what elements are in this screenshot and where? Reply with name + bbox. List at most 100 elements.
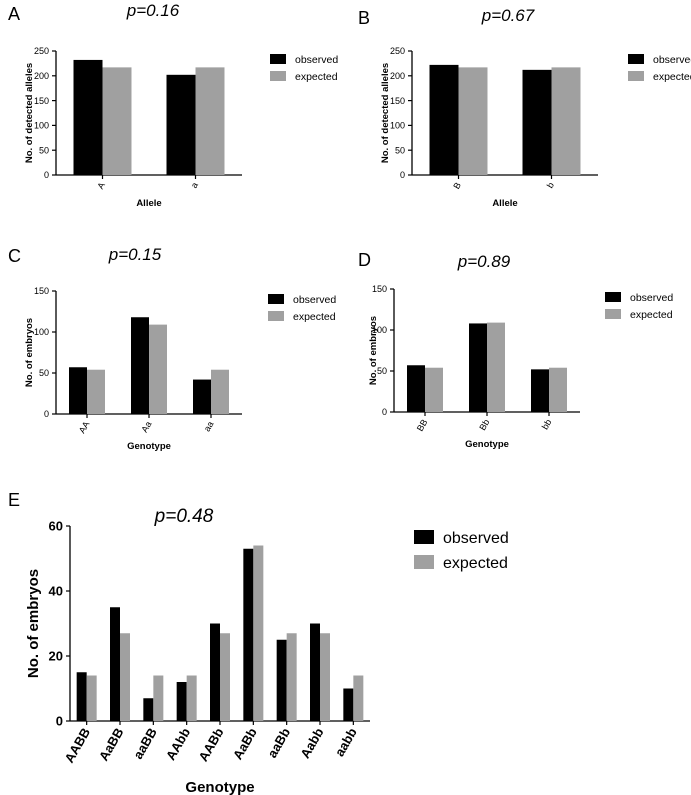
legend-label-observed: observed (630, 292, 673, 304)
x-tick-label-AAbb: AAbb (163, 725, 193, 763)
panel-letter: E (8, 490, 20, 510)
bar-expected-B (458, 67, 488, 175)
y-tick-label: 0 (56, 714, 63, 729)
x-tick-label-aaBB: aaBB (130, 725, 160, 761)
y-axis-label: No. of embryos (24, 318, 35, 387)
bar-observed-AABb (210, 623, 220, 721)
p-value-label: p=0.48 (154, 506, 214, 527)
legend-swatch-expected (605, 309, 621, 319)
bar-observed-aa (193, 379, 211, 414)
bar-expected-AABB (86, 675, 97, 721)
y-tick-label: 50 (395, 145, 405, 155)
x-tick-label-AaBB: AaBB (96, 725, 127, 763)
bar-expected-A (102, 67, 132, 175)
p-value-label: p=0.16 (126, 1, 180, 20)
p-value-label: p=0.89 (457, 252, 511, 271)
bar-observed-aaBB (143, 698, 154, 721)
x-axis-label: Genotype (185, 779, 254, 795)
y-tick-label: 60 (49, 519, 63, 534)
y-tick-label: 50 (39, 145, 49, 155)
bar-observed-aabb (343, 688, 354, 721)
bar-observed-B (429, 64, 459, 175)
y-tick-label: 250 (390, 46, 405, 56)
bar-expected-a (195, 67, 225, 175)
x-tick-label-B: B (451, 181, 463, 191)
bar-observed-AaBb (243, 548, 254, 721)
panel-letter: D (358, 250, 371, 270)
bar-expected-Aabb (320, 633, 330, 721)
x-tick-label-aabb: aabb (332, 725, 360, 759)
y-tick-label: 0 (44, 170, 49, 180)
bar-expected-aaBB (153, 675, 164, 721)
bar-observed-AaBB (110, 607, 120, 721)
y-tick-label: 40 (49, 584, 63, 599)
bar-expected-bb (549, 367, 567, 412)
legend-swatch-observed (628, 54, 644, 64)
bar-expected-AaBB (120, 633, 130, 721)
x-tick-label-Bb: Bb (477, 418, 491, 433)
y-tick-label: 100 (390, 121, 405, 131)
bar-expected-aaBb (286, 633, 297, 721)
x-axis-label: Allele (492, 198, 517, 209)
p-value-label: p=0.67 (481, 6, 535, 25)
legend-label-observed: observed (653, 54, 691, 66)
y-tick-label: 150 (34, 286, 49, 296)
y-axis-label: No. of embryos (25, 569, 42, 678)
panel-letter: A (8, 4, 20, 24)
bar-expected-Aa (149, 324, 167, 414)
y-tick-label: 0 (400, 170, 405, 180)
legend-label-expected: expected (653, 71, 691, 83)
legend-label-expected: expected (630, 309, 673, 321)
bar-expected-AaBb (253, 545, 264, 721)
bar-observed-AA (69, 367, 87, 414)
y-tick-label: 0 (382, 407, 387, 417)
legend-label-observed: observed (443, 530, 509, 547)
y-tick-label: 100 (34, 327, 49, 337)
y-tick-label: 50 (377, 366, 387, 376)
x-tick-label-A: A (95, 181, 107, 191)
y-tick-label: 0 (44, 409, 49, 419)
bar-observed-bb (531, 369, 549, 412)
x-tick-label-bb: bb (540, 418, 554, 432)
y-tick-label: 250 (34, 46, 49, 56)
bar-expected-aabb (353, 675, 364, 721)
legend-label-expected: expected (443, 555, 508, 572)
x-tick-label-BB: BB (415, 418, 430, 433)
bar-expected-aa (211, 369, 229, 414)
bar-expected-AA (87, 369, 105, 414)
bar-observed-AAbb (176, 682, 187, 721)
y-tick-label: 150 (372, 284, 387, 294)
y-tick-label: 200 (390, 71, 405, 81)
x-tick-label-AaBb: AaBb (230, 725, 260, 762)
bar-observed-BB (407, 365, 425, 412)
legend-swatch-observed (605, 292, 621, 302)
x-axis-label: Genotype (465, 439, 509, 450)
x-tick-label-aa: aa (202, 420, 216, 434)
y-axis-label: No. of detected alleles (24, 63, 35, 163)
bar-observed-a (166, 74, 196, 175)
y-axis-label: No. of embryos (368, 316, 379, 385)
bar-observed-Aa (131, 317, 149, 414)
x-tick-label-b: b (545, 181, 556, 190)
legend-label-observed: observed (295, 54, 338, 66)
legend-swatch-observed (268, 294, 284, 304)
legend-label-observed: observed (293, 294, 336, 306)
x-tick-label-aaBb: aaBb (264, 725, 293, 760)
y-tick-label: 200 (34, 71, 49, 81)
y-tick-label: 100 (372, 325, 387, 335)
x-tick-label-a: a (189, 181, 200, 190)
legend-swatch-expected (628, 71, 644, 81)
bar-observed-aaBb (276, 639, 287, 721)
bar-expected-b (551, 67, 581, 175)
legend-label-expected: expected (295, 71, 338, 83)
bar-observed-Aabb (310, 623, 320, 721)
x-tick-label-AABB: AABB (61, 725, 93, 765)
legend-label-expected: expected (293, 311, 336, 323)
x-axis-label: Genotype (127, 441, 171, 452)
